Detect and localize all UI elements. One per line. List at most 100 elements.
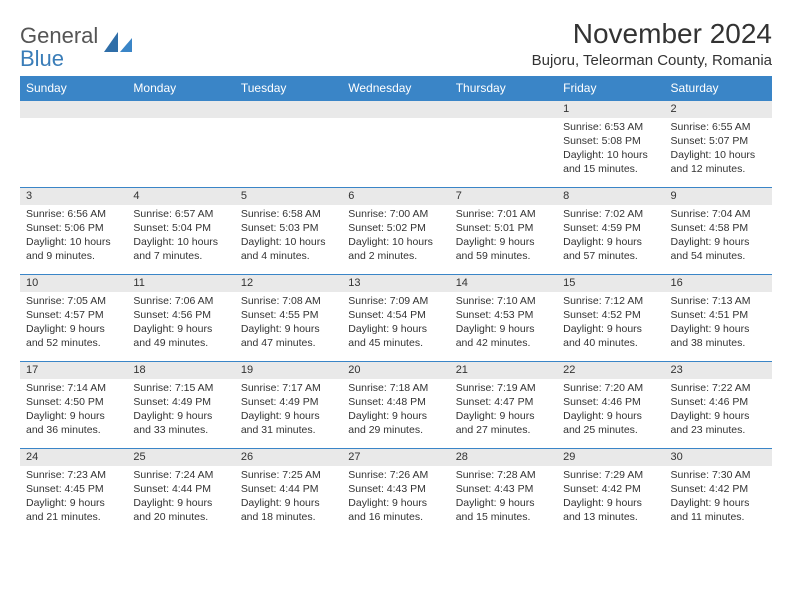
sunset-text: Sunset: 4:56 PM: [133, 308, 228, 322]
day-number-row: 24252627282930: [20, 449, 772, 466]
day-number-cell: 24: [20, 449, 127, 466]
sunset-text: Sunset: 4:42 PM: [563, 482, 658, 496]
sunrise-text: Sunrise: 7:14 AM: [26, 381, 121, 395]
daylight-text: Daylight: 9 hours and 13 minutes.: [563, 496, 658, 524]
header: General Blue November 2024 Bujoru, Teleo…: [20, 18, 772, 70]
sunrise-text: Sunrise: 7:01 AM: [456, 207, 551, 221]
day-content-cell: Sunrise: 7:19 AMSunset: 4:47 PMDaylight:…: [450, 379, 557, 449]
sunset-text: Sunset: 5:01 PM: [456, 221, 551, 235]
day-number-cell: 8: [557, 188, 664, 205]
sunset-text: Sunset: 4:45 PM: [26, 482, 121, 496]
day-content-cell: Sunrise: 7:13 AMSunset: 4:51 PMDaylight:…: [665, 292, 772, 362]
day-number-cell: [127, 101, 234, 118]
day-number-cell: 30: [665, 449, 772, 466]
day-number-cell: 10: [20, 275, 127, 292]
day-content-cell: Sunrise: 7:23 AMSunset: 4:45 PMDaylight:…: [20, 466, 127, 536]
sunrise-text: Sunrise: 7:18 AM: [348, 381, 443, 395]
sunset-text: Sunset: 5:04 PM: [133, 221, 228, 235]
brand-name-gray: General: [20, 23, 98, 48]
day-number-cell: 6: [342, 188, 449, 205]
day-content-cell: Sunrise: 7:26 AMSunset: 4:43 PMDaylight:…: [342, 466, 449, 536]
day-content-cell: Sunrise: 7:18 AMSunset: 4:48 PMDaylight:…: [342, 379, 449, 449]
daylight-text: Daylight: 10 hours and 12 minutes.: [671, 148, 766, 176]
weekday-header-row: Sunday Monday Tuesday Wednesday Thursday…: [20, 76, 772, 101]
day-content-row: Sunrise: 6:53 AMSunset: 5:08 PMDaylight:…: [20, 118, 772, 188]
day-number-cell: [450, 101, 557, 118]
daylight-text: Daylight: 9 hours and 29 minutes.: [348, 409, 443, 437]
daylight-text: Daylight: 9 hours and 23 minutes.: [671, 409, 766, 437]
day-content-cell: [20, 118, 127, 188]
daylight-text: Daylight: 10 hours and 7 minutes.: [133, 235, 228, 263]
sunset-text: Sunset: 4:57 PM: [26, 308, 121, 322]
day-number-cell: 27: [342, 449, 449, 466]
daylight-text: Daylight: 9 hours and 52 minutes.: [26, 322, 121, 350]
day-content-cell: Sunrise: 7:22 AMSunset: 4:46 PMDaylight:…: [665, 379, 772, 449]
day-number-row: 3456789: [20, 188, 772, 205]
day-content-cell: Sunrise: 7:25 AMSunset: 4:44 PMDaylight:…: [235, 466, 342, 536]
sunrise-text: Sunrise: 7:06 AM: [133, 294, 228, 308]
sunset-text: Sunset: 4:53 PM: [456, 308, 551, 322]
day-content-cell: [342, 118, 449, 188]
day-content-cell: Sunrise: 7:09 AMSunset: 4:54 PMDaylight:…: [342, 292, 449, 362]
daylight-text: Daylight: 9 hours and 57 minutes.: [563, 235, 658, 263]
day-number-cell: 15: [557, 275, 664, 292]
sunset-text: Sunset: 5:06 PM: [26, 221, 121, 235]
daylight-text: Daylight: 9 hours and 18 minutes.: [241, 496, 336, 524]
daylight-text: Daylight: 10 hours and 9 minutes.: [26, 235, 121, 263]
day-number-cell: 28: [450, 449, 557, 466]
weekday-header: Friday: [557, 76, 664, 101]
weekday-header: Tuesday: [235, 76, 342, 101]
daylight-text: Daylight: 9 hours and 38 minutes.: [671, 322, 766, 350]
daylight-text: Daylight: 9 hours and 49 minutes.: [133, 322, 228, 350]
day-content-cell: [235, 118, 342, 188]
daylight-text: Daylight: 9 hours and 27 minutes.: [456, 409, 551, 437]
daylight-text: Daylight: 9 hours and 11 minutes.: [671, 496, 766, 524]
day-content-row: Sunrise: 7:05 AMSunset: 4:57 PMDaylight:…: [20, 292, 772, 362]
day-content-cell: Sunrise: 7:00 AMSunset: 5:02 PMDaylight:…: [342, 205, 449, 275]
day-number-cell: 20: [342, 362, 449, 379]
day-number-cell: 19: [235, 362, 342, 379]
sunset-text: Sunset: 4:55 PM: [241, 308, 336, 322]
daylight-text: Daylight: 10 hours and 4 minutes.: [241, 235, 336, 263]
calendar-table: Sunday Monday Tuesday Wednesday Thursday…: [20, 76, 772, 536]
day-number-cell: 11: [127, 275, 234, 292]
daylight-text: Daylight: 9 hours and 21 minutes.: [26, 496, 121, 524]
sunrise-text: Sunrise: 6:57 AM: [133, 207, 228, 221]
daylight-text: Daylight: 10 hours and 2 minutes.: [348, 235, 443, 263]
brand-text: General Blue: [20, 24, 98, 70]
calendar-page: General Blue November 2024 Bujoru, Teleo…: [0, 0, 792, 536]
day-number-cell: 23: [665, 362, 772, 379]
weekday-header: Monday: [127, 76, 234, 101]
day-content-cell: Sunrise: 7:29 AMSunset: 4:42 PMDaylight:…: [557, 466, 664, 536]
sunrise-text: Sunrise: 7:13 AM: [671, 294, 766, 308]
sunrise-text: Sunrise: 7:22 AM: [671, 381, 766, 395]
daylight-text: Daylight: 9 hours and 16 minutes.: [348, 496, 443, 524]
sunrise-text: Sunrise: 7:12 AM: [563, 294, 658, 308]
sunset-text: Sunset: 4:43 PM: [348, 482, 443, 496]
day-number-row: 17181920212223: [20, 362, 772, 379]
daylight-text: Daylight: 9 hours and 45 minutes.: [348, 322, 443, 350]
day-number-cell: 13: [342, 275, 449, 292]
daylight-text: Daylight: 9 hours and 42 minutes.: [456, 322, 551, 350]
sunset-text: Sunset: 4:44 PM: [241, 482, 336, 496]
sunrise-text: Sunrise: 6:58 AM: [241, 207, 336, 221]
day-content-cell: Sunrise: 7:04 AMSunset: 4:58 PMDaylight:…: [665, 205, 772, 275]
day-number-cell: 29: [557, 449, 664, 466]
day-content-row: Sunrise: 6:56 AMSunset: 5:06 PMDaylight:…: [20, 205, 772, 275]
sunset-text: Sunset: 5:03 PM: [241, 221, 336, 235]
sunrise-text: Sunrise: 7:19 AM: [456, 381, 551, 395]
day-content-cell: Sunrise: 7:20 AMSunset: 4:46 PMDaylight:…: [557, 379, 664, 449]
sunset-text: Sunset: 5:02 PM: [348, 221, 443, 235]
sunset-text: Sunset: 4:46 PM: [563, 395, 658, 409]
daylight-text: Daylight: 9 hours and 47 minutes.: [241, 322, 336, 350]
day-content-cell: Sunrise: 7:24 AMSunset: 4:44 PMDaylight:…: [127, 466, 234, 536]
day-number-cell: 1: [557, 101, 664, 118]
daylight-text: Daylight: 9 hours and 20 minutes.: [133, 496, 228, 524]
sunset-text: Sunset: 4:46 PM: [671, 395, 766, 409]
day-content-cell: Sunrise: 7:14 AMSunset: 4:50 PMDaylight:…: [20, 379, 127, 449]
daylight-text: Daylight: 9 hours and 25 minutes.: [563, 409, 658, 437]
day-number-cell: 5: [235, 188, 342, 205]
day-number-cell: 3: [20, 188, 127, 205]
day-content-cell: Sunrise: 7:28 AMSunset: 4:43 PMDaylight:…: [450, 466, 557, 536]
weekday-header: Sunday: [20, 76, 127, 101]
